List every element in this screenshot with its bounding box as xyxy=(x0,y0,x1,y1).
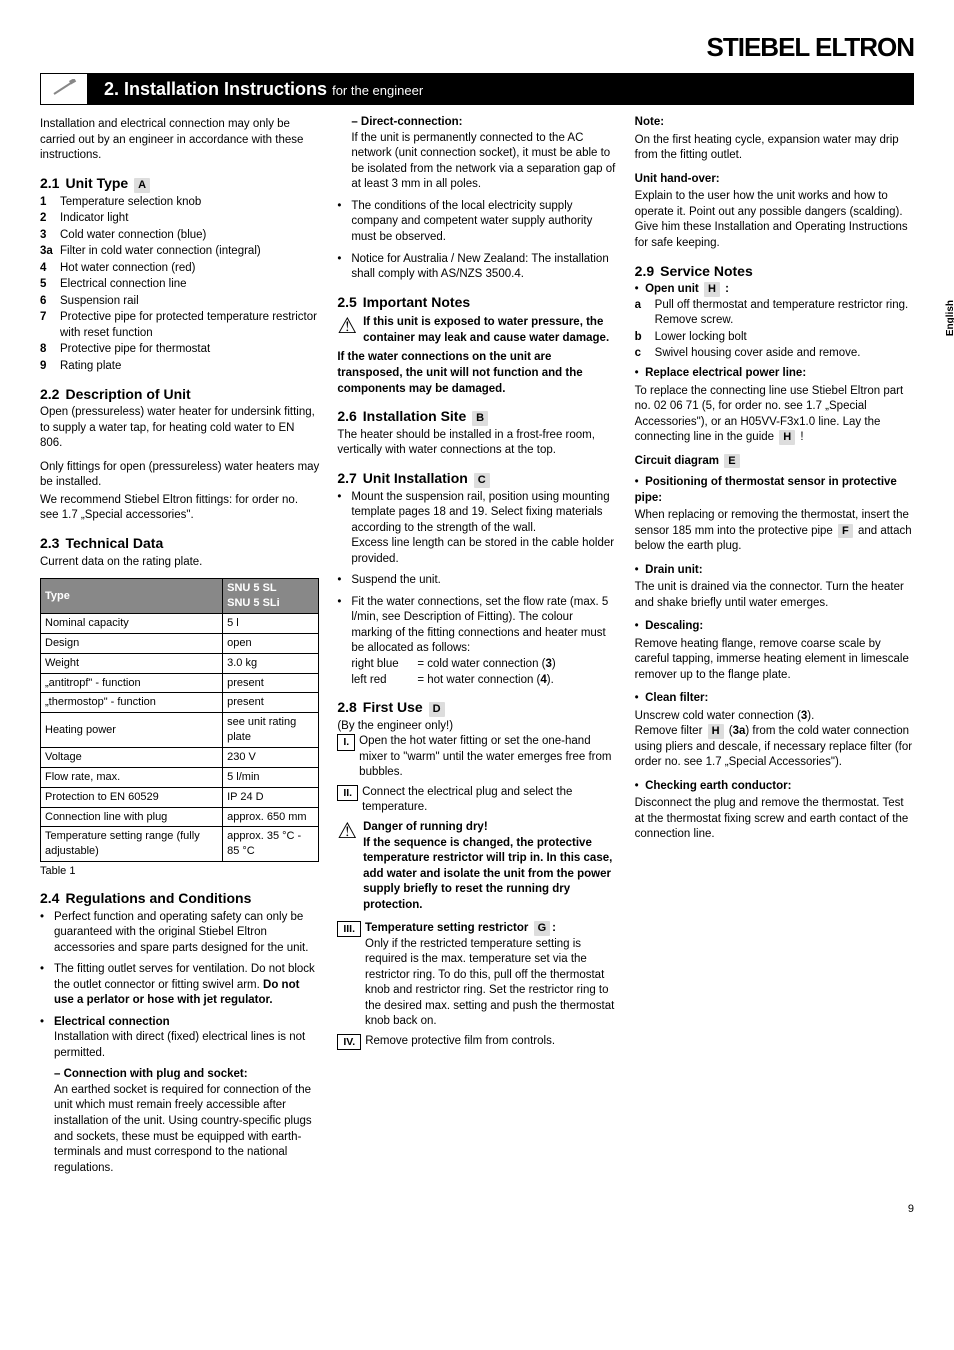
list-item: Suspend the unit. xyxy=(337,573,616,589)
heading-2-9: 2.9Service Notes xyxy=(635,262,914,281)
page-number: 9 xyxy=(40,1202,914,1217)
p: Current data on the rating plate. xyxy=(40,555,319,571)
list-item: The fitting outlet serves for ventilatio… xyxy=(40,962,319,1009)
list-item: aPull off thermostat and temperature res… xyxy=(635,298,914,329)
p: (By the engineer only!) xyxy=(337,719,616,735)
table-row: Nominal capacity5 l xyxy=(41,614,319,634)
heading-2-5: 2.5Important Notes xyxy=(337,293,616,312)
unit-type-list: 1Temperature selection knob2Indicator li… xyxy=(40,195,319,375)
heading-2-8: 2.8First Use D xyxy=(337,698,616,717)
table-row: Voltage230 V xyxy=(41,748,319,768)
section-title: 2. Installation Instructions for the eng… xyxy=(96,73,914,105)
p: To replace the connecting line use Stieb… xyxy=(635,384,914,446)
p: If the water connections on the unit are… xyxy=(337,350,616,397)
list-item: Electrical connection Installation with … xyxy=(40,1015,319,1176)
table-caption: Table 1 xyxy=(40,864,319,879)
table-row: Flow rate, max.5 l/min xyxy=(41,767,319,787)
step-4: IV.Remove protective film from controls. xyxy=(337,1034,616,1050)
heading-2-3: 2.3Technical Data xyxy=(40,534,319,553)
p: Unscrew cold water connection (3). Remov… xyxy=(635,709,914,771)
p: When replacing or removing the thermosta… xyxy=(635,508,914,555)
table-row: Temperature setting range (fully adjusta… xyxy=(41,827,319,862)
list-item: Perfect function and operating safety ca… xyxy=(40,910,319,957)
sub-heading: – Direct-connection: xyxy=(351,115,616,131)
p: The unit is drained via the connector. T… xyxy=(635,580,914,611)
table-row: Connection line with plugapprox. 650 mm xyxy=(41,807,319,827)
p: We recommend Stiebel Eltron fittings: fo… xyxy=(40,493,319,524)
table-row: Designopen xyxy=(41,633,319,653)
p: On the first heating cycle, expansion wa… xyxy=(635,133,914,164)
list-item: • Drain unit: xyxy=(635,563,914,579)
heading-2-6: 2.6Installation Site B xyxy=(337,407,616,426)
p: If the unit is permanently connected to … xyxy=(351,131,616,193)
section-title-bar: 2. Installation Instructions for the eng… xyxy=(40,73,914,105)
list-item: • Open unit H : xyxy=(635,282,914,298)
warning-box: ⚠ If this unit is exposed to water press… xyxy=(337,315,616,346)
technical-data-table: TypeSNU 5 SLSNU 5 SLi Nominal capacity5 … xyxy=(40,578,319,862)
list-item: Fit the water connections, set the flow … xyxy=(337,595,616,688)
table-row: Protection to EN 60529IP 24 D xyxy=(41,787,319,807)
p: The heater should be installed in a fros… xyxy=(337,428,616,459)
table-row: Heating powersee unit rating plate xyxy=(41,713,319,748)
brand-logo: STIEBEL ELTRON xyxy=(707,30,915,65)
regulations-list: Perfect function and operating safety ca… xyxy=(40,910,319,1176)
list-item: 6Suspension rail xyxy=(40,294,319,310)
list-item: Notice for Australia / New Zealand: The … xyxy=(337,252,616,283)
column-2: – Direct-connection: If the unit is perm… xyxy=(337,115,616,1182)
list-item: 1Temperature selection knob xyxy=(40,195,319,211)
column-1: Installation and electrical connection m… xyxy=(40,115,319,1182)
step-2: II.Connect the electrical plug and selec… xyxy=(337,785,616,816)
p: Disconnect the plug and remove the therm… xyxy=(635,796,914,843)
list-item: cSwivel housing cover aside and remove. xyxy=(635,346,914,362)
list-item: Mount the suspension rail, position usin… xyxy=(337,490,616,568)
list-item: • Replace electrical power line: xyxy=(635,366,914,382)
heading-2-7: 2.7Unit Installation C xyxy=(337,469,616,488)
note-heading: Note: xyxy=(635,115,914,131)
heading-2-1: 2.1Unit Type A xyxy=(40,174,319,193)
step-3: III. Temperature setting restrictor G: O… xyxy=(337,921,616,1030)
table-row: „antitropf" - functionpresent xyxy=(41,673,319,693)
table-row: „thermostop" - functionpresent xyxy=(41,693,319,713)
p: Remove heating flange, remove coarse sca… xyxy=(635,637,914,684)
sub-heading: Circuit diagram E xyxy=(635,454,914,470)
list-item: • Descaling: xyxy=(635,619,914,635)
heading-2-2: 2.2Description of Unit xyxy=(40,385,319,404)
list-item: bLower locking bolt xyxy=(635,330,914,346)
p: Explain to the user how the unit works a… xyxy=(635,189,914,251)
list-item: 8Protective pipe for thermostat xyxy=(40,342,319,358)
list-item: • Clean filter: xyxy=(635,691,914,707)
list-item: 3Cold water connection (blue) xyxy=(40,228,319,244)
sub-heading: Unit hand-over: xyxy=(635,172,914,188)
list-item: The conditions of the local electricity … xyxy=(337,199,616,246)
heading-2-4: 2.4Regulations and Conditions xyxy=(40,889,319,908)
intro-text: Installation and electrical connection m… xyxy=(40,117,319,164)
p: Only fittings for open (pressureless) wa… xyxy=(40,460,319,491)
list-item: 3aFilter in cold water connection (integ… xyxy=(40,244,319,260)
warning-box: ⚠ Danger of running dry!If the sequence … xyxy=(337,820,616,913)
column-3: Note: On the first heating cycle, expans… xyxy=(635,115,914,1182)
warning-icon: ⚠ xyxy=(337,315,357,346)
table-row: Weight3.0 kg xyxy=(41,653,319,673)
list-item: 4Hot water connection (red) xyxy=(40,261,319,277)
language-tab: English xyxy=(944,300,954,336)
screwdriver-icon xyxy=(40,73,88,105)
install-list: Mount the suspension rail, position usin… xyxy=(337,490,616,688)
list-item: 2Indicator light xyxy=(40,211,319,227)
p: Open (pressureless) water heater for und… xyxy=(40,405,319,452)
list-item: • Positioning of thermostat sensor in pr… xyxy=(635,475,914,506)
list-item: 5Electrical connection line xyxy=(40,277,319,293)
warning-icon: ⚠ xyxy=(337,820,357,913)
list-item: 7Protective pipe for protected temperatu… xyxy=(40,310,319,341)
step-1: I.Open the hot water fitting or set the … xyxy=(337,734,616,781)
list-item: • Checking earth conductor: xyxy=(635,779,914,795)
list-item: 9Rating plate xyxy=(40,359,319,375)
list: The conditions of the local electricity … xyxy=(337,199,616,283)
